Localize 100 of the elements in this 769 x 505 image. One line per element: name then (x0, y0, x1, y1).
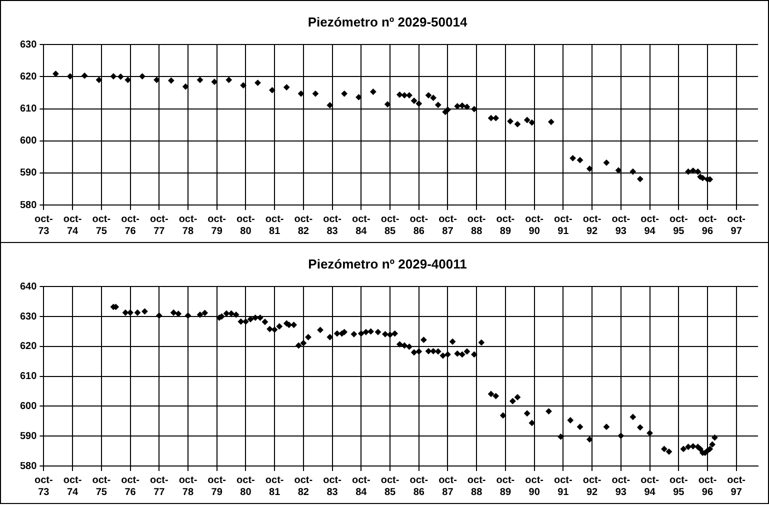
point (154, 76, 160, 84)
y-tick-label: 620 (20, 341, 38, 352)
point (254, 80, 261, 86)
y-tick-label: 590 (20, 168, 38, 179)
point (636, 176, 644, 182)
y-tick-label: 590 (20, 430, 38, 442)
point (694, 168, 702, 175)
point (117, 73, 124, 80)
point (384, 101, 391, 108)
x-tick-label: oct-96 (698, 474, 717, 498)
point (524, 116, 530, 124)
x-tick-label: oct-81 (265, 214, 284, 237)
x-tick-label: oct-85 (380, 474, 400, 498)
x-tick-label: oct-82 (294, 474, 313, 498)
y-tick-label: 610 (20, 371, 38, 382)
x-tick-label: oct-76 (121, 474, 140, 498)
point (690, 167, 696, 174)
point (570, 154, 576, 162)
point (586, 166, 593, 172)
point (268, 86, 276, 94)
x-tick-label: oct-86 (410, 474, 428, 498)
point (434, 102, 442, 108)
point (182, 83, 189, 90)
point (168, 77, 174, 84)
y-tick-label: 580 (20, 460, 38, 472)
x-tick-label: oct-89 (496, 474, 515, 498)
x-tick-label: oct-86 (410, 214, 428, 237)
y-tick-label: 600 (20, 400, 38, 412)
x-tick-label: oct-93 (612, 214, 630, 237)
point (370, 88, 376, 95)
x-tick-label: oct-94 (640, 214, 659, 237)
point (430, 94, 437, 102)
point (410, 98, 418, 104)
x-tick-label: oct-80 (236, 474, 255, 498)
x-tick-label: oct-89 (496, 214, 515, 237)
point (454, 102, 461, 110)
y-tick-label: 600 (20, 136, 38, 147)
y-tick-label: 630 (20, 39, 38, 50)
point (576, 156, 584, 164)
x-tick-label: oct-91 (554, 474, 572, 498)
x-tick-label: oct-96 (698, 214, 717, 237)
point (548, 118, 554, 126)
y-tick-label: 630 (20, 311, 38, 322)
x-tick-label: oct-84 (352, 214, 370, 237)
point (356, 94, 362, 100)
x-tick-label: oct-83 (323, 214, 342, 237)
x-tick-label: oct-74 (63, 214, 82, 237)
point (326, 102, 334, 108)
x-tick-label: oct-92 (582, 214, 602, 237)
point (211, 78, 218, 86)
point (312, 90, 319, 97)
x-tick-label: oct-97 (727, 214, 746, 237)
x-tick-label: oct-88 (467, 474, 486, 498)
x-tick-label: oct-88 (467, 214, 486, 237)
x-tick-label: oct-80 (236, 214, 255, 237)
point (630, 168, 636, 175)
x-tick-label: oct-84 (352, 474, 370, 498)
x-tick-label: oct-83 (323, 474, 342, 498)
x-tick-label: oct-79 (208, 474, 226, 498)
x-tick-label: oct-95 (669, 214, 688, 237)
point (492, 114, 500, 122)
point (139, 73, 146, 80)
x-tick-label: oct-75 (92, 474, 111, 498)
point (96, 76, 102, 84)
point (488, 114, 494, 122)
x-tick-label: oct-91 (554, 214, 572, 237)
point (396, 91, 403, 98)
point (81, 72, 88, 79)
point (110, 73, 117, 80)
x-tick-label: oct-77 (150, 214, 168, 237)
point (406, 92, 412, 98)
x-tick-label: oct-73 (34, 214, 53, 237)
point (196, 76, 204, 84)
point (464, 104, 470, 110)
x-tick-label: oct-78 (178, 214, 198, 237)
x-tick-label: oct-95 (669, 474, 688, 498)
point (458, 102, 466, 109)
x-tick-label: oct-94 (640, 474, 659, 498)
point (226, 76, 232, 84)
x-tick-label: oct-74 (63, 474, 82, 498)
chart-title: Piezómetro nº 2029-50014 (308, 14, 468, 30)
x-tick-label: oct-93 (612, 474, 630, 498)
x-tick-label: oct-92 (582, 474, 602, 498)
x-tick-label: oct-85 (380, 214, 400, 237)
x-tick-label: oct-73 (34, 474, 53, 498)
y-tick-label: 610 (20, 104, 38, 115)
point (416, 100, 422, 107)
x-tick-label: oct-75 (92, 214, 111, 237)
point (240, 82, 247, 89)
x-tick-label: oct-90 (525, 474, 544, 498)
x-tick-label: oct-81 (265, 474, 284, 498)
x-tick-label: oct-77 (150, 474, 168, 498)
point (685, 168, 692, 175)
point (507, 118, 514, 124)
y-tick-label: 620 (20, 71, 38, 82)
chart-title: Piezómetro nº 2029-40011 (308, 256, 467, 272)
x-tick-label: oct-76 (121, 214, 140, 237)
point (341, 90, 348, 97)
point (528, 119, 536, 126)
point (283, 84, 290, 90)
